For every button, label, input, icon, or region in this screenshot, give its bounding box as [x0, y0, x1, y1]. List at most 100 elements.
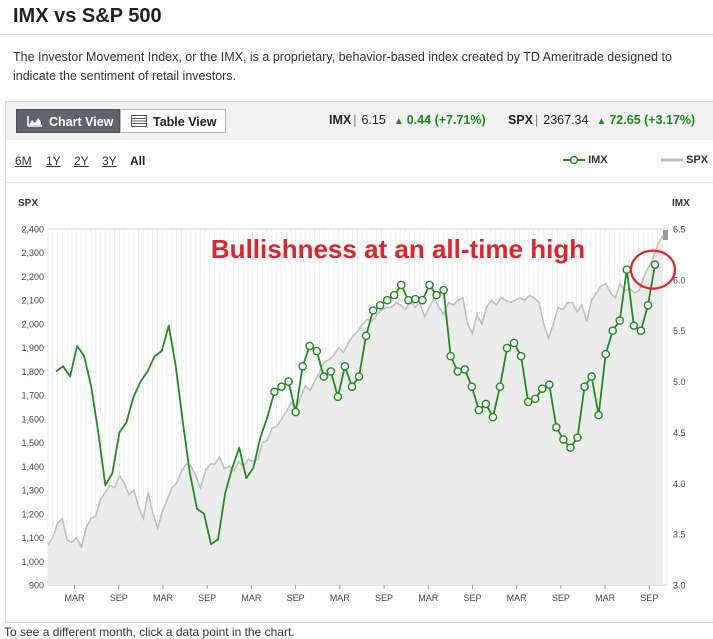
x-tick-label: SEP: [375, 593, 393, 603]
imx-data-point[interactable]: [439, 285, 448, 295]
table-icon: [131, 115, 147, 130]
imx-data-point[interactable]: [305, 341, 314, 351]
left-tick-label: 1,000: [21, 557, 44, 567]
left-tick-label: 1,500: [21, 438, 44, 448]
imx-data-point[interactable]: [270, 387, 279, 397]
range-2y[interactable]: 2Y: [74, 154, 89, 168]
imx-data-point[interactable]: [636, 326, 646, 336]
legend-spx[interactable]: SPX: [661, 154, 708, 166]
imx-data-point[interactable]: [474, 405, 484, 415]
imx-data-point[interactable]: [544, 380, 554, 389]
imx-data-point[interactable]: [552, 423, 561, 432]
right-axis-title: IMX: [672, 198, 690, 209]
spx-quote-label: SPX: [508, 113, 534, 127]
imx-data-point[interactable]: [587, 372, 596, 381]
imx-data-point[interactable]: [333, 392, 343, 402]
imx-data-point[interactable]: [361, 331, 371, 341]
legend-imx[interactable]: IMX: [563, 154, 608, 166]
imx-data-point[interactable]: [404, 295, 413, 305]
table-view-label: Table View: [153, 115, 217, 129]
scroll-handle: [663, 230, 668, 240]
x-tick-label: SEP: [552, 593, 570, 603]
imx-data-point[interactable]: [425, 280, 434, 290]
chart-toolbar: Chart View Table View IMX | 6.15 ▲ 0.44 (+7.…: [6, 102, 713, 140]
table-view-button[interactable]: Table View: [120, 109, 226, 133]
imx-data-point[interactable]: [488, 412, 498, 422]
legend-imx-label: IMX: [588, 154, 608, 166]
imx-data-point[interactable]: [368, 306, 378, 315]
imx-data-point[interactable]: [284, 377, 293, 386]
imx-data-point[interactable]: [319, 372, 329, 381]
imx-data-point[interactable]: [446, 351, 455, 361]
imx-data-point[interactable]: [411, 294, 420, 304]
right-tick-label: 6.0: [673, 275, 686, 285]
imx-data-point[interactable]: [453, 367, 462, 376]
left-tick-label: 2,400: [21, 225, 44, 235]
imx-data-point[interactable]: [418, 295, 427, 305]
left-tick-label: 1,600: [21, 414, 44, 424]
imx-data-point[interactable]: [495, 382, 505, 391]
left-tick-label: 1,200: [21, 509, 44, 519]
imx-quote-change: 0.44: [406, 113, 432, 127]
chart-divider: [6, 182, 713, 183]
left-tick-label: 1,400: [21, 462, 44, 472]
left-tick-label: 2,300: [21, 248, 44, 258]
imx-data-point[interactable]: [312, 346, 322, 356]
imx-data-point[interactable]: [643, 300, 653, 310]
left-tick-label: 2,100: [21, 296, 44, 306]
imx-data-point[interactable]: [594, 410, 603, 420]
imx-data-point[interactable]: [298, 362, 307, 371]
imx-data-point[interactable]: [277, 382, 286, 391]
page-description: The Investor Movement Index, or the IMX,…: [13, 50, 672, 83]
imx-data-point[interactable]: [502, 343, 512, 353]
imx-data-point[interactable]: [622, 265, 632, 274]
up-arrow-icon: ▲: [393, 116, 404, 127]
right-tick-label: 3.0: [673, 581, 686, 591]
imx-data-point[interactable]: [291, 407, 300, 417]
imx-data-point[interactable]: [566, 443, 575, 452]
imx-data-point[interactable]: [580, 382, 589, 391]
range-1y[interactable]: 1Y: [46, 154, 61, 168]
chart-view-button[interactable]: Chart View: [16, 109, 120, 133]
chart-area[interactable]: SPX IMX 900 1,000 1,100 1,200 1,300 1,400 1,500 1…: [6, 102, 713, 622]
range-all[interactable]: All: [130, 154, 146, 168]
range-3y[interactable]: 3Y: [102, 154, 117, 168]
footer-hint: To see a different month, click a data p…: [4, 625, 295, 639]
imx-data-point[interactable]: [516, 351, 526, 361]
imx-data-point[interactable]: [389, 290, 399, 300]
left-tick-label: 1,300: [21, 486, 44, 496]
range-6m[interactable]: 6M: [15, 154, 32, 168]
imx-data-point[interactable]: [509, 338, 519, 348]
imx-data-point[interactable]: [467, 382, 477, 391]
imx-data-point[interactable]: [601, 349, 610, 359]
imx-data-point[interactable]: [481, 399, 491, 409]
imx-data-point[interactable]: [432, 290, 441, 300]
right-tick-label: 5.5: [673, 326, 686, 336]
imx-data-point[interactable]: [354, 372, 364, 381]
imx-quote-label: IMX: [329, 113, 352, 127]
x-tick-label: MAR: [595, 593, 616, 603]
imx-line: [55, 264, 656, 546]
imx-data-point[interactable]: [397, 280, 406, 290]
x-tick-label: MAR: [418, 593, 439, 603]
imx-data-point[interactable]: [382, 295, 392, 305]
imx-data-point[interactable]: [375, 300, 385, 310]
imx-data-point[interactable]: [650, 260, 660, 269]
imx-data-point[interactable]: [629, 321, 639, 330]
legend-imx-marker: [563, 155, 585, 165]
imx-data-point[interactable]: [559, 435, 568, 444]
imx-data-point[interactable]: [530, 394, 540, 404]
imx-data-point[interactable]: [573, 433, 582, 442]
x-tick-label: SEP: [110, 593, 128, 603]
imx-quote-value: 6.15: [361, 113, 386, 127]
imx-data-point[interactable]: [347, 382, 357, 391]
imx-data-point[interactable]: [340, 362, 350, 371]
imx-data-point[interactable]: [460, 365, 470, 374]
imx-data-point[interactable]: [523, 397, 533, 407]
imx-data-point[interactable]: [537, 384, 547, 393]
legend-spx-label: SPX: [686, 154, 709, 166]
imx-data-point[interactable]: [326, 367, 336, 376]
imx-data-point[interactable]: [615, 316, 625, 325]
right-tick-label: 6.5: [673, 225, 686, 235]
imx-data-point[interactable]: [608, 326, 618, 336]
